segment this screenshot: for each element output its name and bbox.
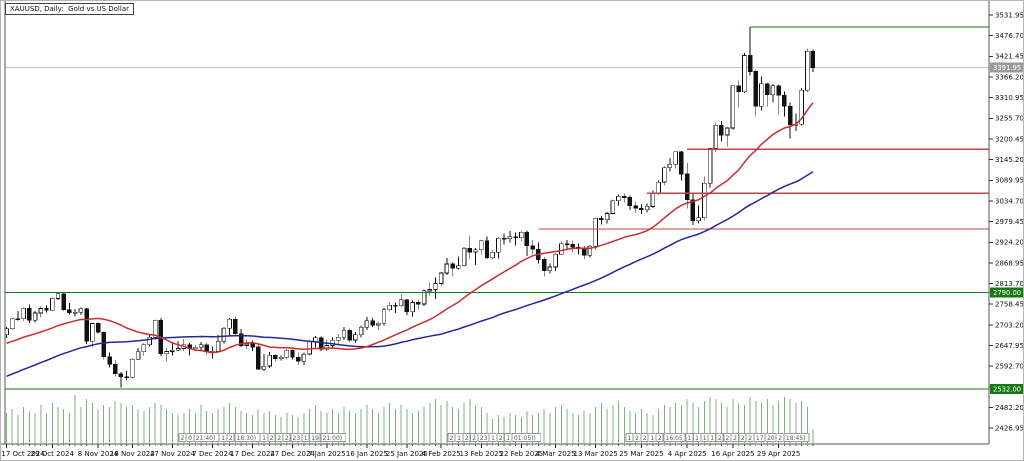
price-badge-3391.95: 3391.95 <box>990 62 1023 73</box>
svg-text:1: 1 <box>703 435 707 442</box>
svg-text:2: 2 <box>285 435 289 442</box>
svg-text:2813.70: 2813.70 <box>995 280 1024 288</box>
svg-text:1: 1 <box>695 435 699 442</box>
svg-text:18:45): 18:45) <box>786 435 806 442</box>
svg-text:3531.95: 3531.95 <box>995 11 1024 19</box>
svg-text:19: 19 <box>311 435 319 442</box>
ma-slow-blue[interactable] <box>6 171 814 377</box>
svg-text:2: 2 <box>450 435 454 442</box>
svg-text:1: 1 <box>304 435 308 442</box>
chart-title: XAUUSD, Daily: Gold vs US Dollar <box>5 3 134 15</box>
svg-text:20: 20 <box>767 435 775 442</box>
svg-text:2979.45: 2979.45 <box>995 218 1024 226</box>
svg-text:3391.95: 3391.95 <box>993 64 1021 72</box>
svg-text:2426.95: 2426.95 <box>995 425 1024 433</box>
svg-text:16 Jan 2025: 16 Jan 2025 <box>346 450 388 458</box>
svg-text:27 Nov 2024: 27 Nov 2024 <box>150 450 195 458</box>
svg-text:2: 2 <box>643 435 647 442</box>
svg-text:1: 1 <box>688 435 692 442</box>
svg-text:16 Apr 2025: 16 Apr 2025 <box>711 450 754 458</box>
svg-text:1: 1 <box>650 435 654 442</box>
svg-text:8 Nov 2024: 8 Nov 2024 <box>78 450 119 458</box>
svg-text:4 Feb 2025: 4 Feb 2025 <box>422 450 461 458</box>
event-annotations[interactable]: 2 0 21:40) 1 2 18:30) 1 2 2 2 23 1 19 21:00) 2 1 2 2 23 1 2 1… <box>178 433 810 442</box>
svg-text:2: 2 <box>472 435 476 442</box>
svg-text:2: 2 <box>270 435 274 442</box>
price-badge-2790.00: 2790.00 <box>990 287 1023 298</box>
svg-text:3310.95: 3310.95 <box>995 94 1024 102</box>
svg-text:7 Jan 2025: 7 Jan 2025 <box>308 450 346 458</box>
svg-text:2: 2 <box>465 435 469 442</box>
svg-text:2592.70: 2592.70 <box>995 363 1024 371</box>
svg-text:7 Dec 2024: 7 Dec 2024 <box>192 450 233 458</box>
svg-text:2: 2 <box>181 435 185 442</box>
svg-text:23: 23 <box>480 435 488 442</box>
svg-text:2: 2 <box>229 435 233 442</box>
svg-text:3089.95: 3089.95 <box>995 177 1024 185</box>
svg-text:17 Dec 2024: 17 Dec 2024 <box>230 450 275 458</box>
svg-text:13 Mar 2025: 13 Mar 2025 <box>574 450 618 458</box>
svg-text:0: 0 <box>188 435 192 442</box>
svg-text:2532.00: 2532.00 <box>993 386 1021 394</box>
svg-text:3366.20: 3366.20 <box>995 73 1024 81</box>
svg-text:1: 1 <box>628 435 632 442</box>
svg-text:2868.95: 2868.95 <box>995 259 1024 267</box>
svg-text:25 Mar 2025: 25 Mar 2025 <box>619 450 663 458</box>
svg-text:2: 2 <box>658 435 662 442</box>
svg-text:21:40): 21:40) <box>196 435 216 442</box>
price-axis[interactable]: 3531.95 3476.70 3421.45 3366.20 3310.95 3255.… <box>989 11 1024 433</box>
ma-fast-red[interactable] <box>6 102 814 354</box>
svg-text:2: 2 <box>741 435 745 442</box>
svg-text:1: 1 <box>710 435 714 442</box>
svg-text:2790.00: 2790.00 <box>993 289 1021 297</box>
level-lines[interactable] <box>5 26 989 390</box>
svg-text:27 Dec 2024: 27 Dec 2024 <box>270 450 315 458</box>
candlesticks <box>4 26 816 388</box>
svg-text:2924.20: 2924.20 <box>995 239 1024 247</box>
svg-text:18:30): 18:30) <box>237 435 257 442</box>
svg-text:1: 1 <box>262 435 266 442</box>
svg-text:01:05)): 01:05)) <box>514 435 536 442</box>
svg-text:2758.45: 2758.45 <box>995 301 1024 309</box>
svg-text:2: 2 <box>726 435 730 442</box>
svg-text:21:00): 21:00) <box>323 435 343 442</box>
svg-text:25 Jan 2025: 25 Jan 2025 <box>386 450 428 458</box>
svg-text:23: 23 <box>293 435 301 442</box>
svg-text:2: 2 <box>718 435 722 442</box>
svg-text:4 Apr 2025: 4 Apr 2025 <box>668 450 707 458</box>
svg-text:3200.45: 3200.45 <box>995 135 1024 143</box>
svg-text:2: 2 <box>748 435 752 442</box>
svg-text:2482.20: 2482.20 <box>995 404 1024 412</box>
svg-text:29 Oct 2024: 29 Oct 2024 <box>31 450 75 458</box>
svg-text:17 Oct 2024: 17 Oct 2024 <box>1 450 45 458</box>
svg-text:2: 2 <box>635 435 639 442</box>
svg-text:2: 2 <box>733 435 737 442</box>
svg-text:16:05: 16:05 <box>666 435 683 442</box>
svg-text:3034.70: 3034.70 <box>995 197 1024 205</box>
svg-text:2703.20: 2703.20 <box>995 321 1024 329</box>
svg-text:17: 17 <box>756 435 764 442</box>
svg-text:18 Nov 2024: 18 Nov 2024 <box>110 450 155 458</box>
chart-border <box>1 1 990 445</box>
svg-text:2647.95: 2647.95 <box>995 342 1024 350</box>
svg-text:3255.70: 3255.70 <box>995 115 1024 123</box>
svg-text:29 Apr 2025: 29 Apr 2025 <box>757 450 800 458</box>
svg-text:2: 2 <box>499 435 503 442</box>
price-badge-2532.00: 2532.00 <box>990 383 1023 394</box>
svg-text:22 Feb 2025: 22 Feb 2025 <box>500 450 544 458</box>
svg-text:1: 1 <box>221 435 225 442</box>
svg-text:3421.45: 3421.45 <box>995 53 1024 61</box>
svg-text:2: 2 <box>277 435 281 442</box>
svg-text:13 Feb 2025: 13 Feb 2025 <box>460 450 504 458</box>
svg-text:1: 1 <box>491 435 495 442</box>
svg-text:3145.20: 3145.20 <box>995 156 1024 164</box>
svg-text:2: 2 <box>778 435 782 442</box>
svg-text:1: 1 <box>506 435 510 442</box>
svg-text:4 Mar 2025: 4 Mar 2025 <box>536 450 576 458</box>
svg-text:1: 1 <box>457 435 461 442</box>
svg-text:3476.70: 3476.70 <box>995 32 1024 40</box>
